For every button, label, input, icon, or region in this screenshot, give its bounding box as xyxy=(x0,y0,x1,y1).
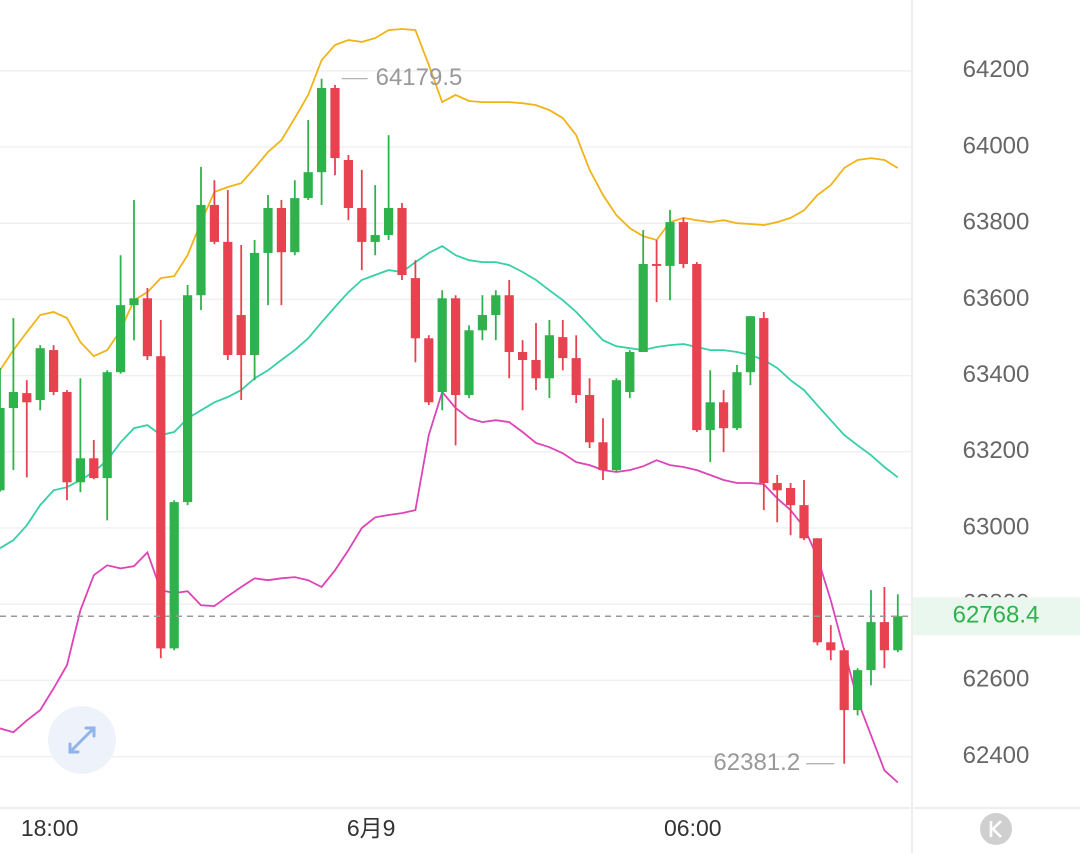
candle-body xyxy=(384,208,394,236)
candle-body xyxy=(223,241,233,356)
x-tick-label: 18:00 xyxy=(21,815,79,841)
x-tick-label: 06:00 xyxy=(664,815,722,841)
expand-button[interactable] xyxy=(48,706,116,774)
plot-area xyxy=(0,28,903,784)
candle-body xyxy=(357,208,367,242)
candle-body xyxy=(625,352,635,392)
candle-body xyxy=(330,88,340,159)
candle-body xyxy=(598,442,608,471)
candle-body xyxy=(585,395,595,443)
candle-body xyxy=(571,358,581,396)
candle-body xyxy=(370,235,380,242)
candle-body xyxy=(317,88,327,173)
candle-body xyxy=(62,392,72,483)
candle-body xyxy=(397,208,407,276)
candle-body xyxy=(451,298,461,396)
candle-body xyxy=(424,338,434,403)
candle-body xyxy=(35,348,45,400)
candle-body xyxy=(826,642,836,651)
last-price-label: 62768.4 xyxy=(953,602,1040,629)
k-button-bg[interactable] xyxy=(980,813,1012,845)
x-tick-label: 6月9 xyxy=(347,815,396,841)
candle-body xyxy=(491,295,501,316)
candle-body xyxy=(437,298,447,392)
y-tick-label: 63800 xyxy=(963,209,1030,236)
candle-body xyxy=(799,505,809,539)
candle-body xyxy=(745,316,755,373)
candle-body xyxy=(290,198,300,253)
candle-body xyxy=(303,172,313,199)
candle-body xyxy=(705,402,715,431)
candle-body xyxy=(0,408,5,491)
candle-body xyxy=(410,278,420,339)
min-label: 62381.2 xyxy=(713,749,800,776)
y-tick-label: 63600 xyxy=(963,285,1030,312)
k-button[interactable] xyxy=(980,813,1012,845)
k-icon[interactable] xyxy=(989,820,1002,838)
candle-body xyxy=(263,208,273,253)
candle-body xyxy=(75,458,85,483)
candle-body xyxy=(719,402,729,429)
candle-body xyxy=(531,360,541,379)
band-line xyxy=(0,28,899,371)
candle-body xyxy=(652,264,662,266)
candle-body xyxy=(879,622,889,651)
candle-body xyxy=(169,502,179,649)
candle-body xyxy=(638,264,648,352)
candle-body xyxy=(89,458,99,479)
candle-body xyxy=(759,318,769,484)
candle-body xyxy=(544,335,554,379)
y-tick-label: 64200 xyxy=(963,56,1030,83)
candle-body xyxy=(49,350,59,392)
candle-body xyxy=(786,488,796,506)
max-label: 64179.5 xyxy=(376,64,463,91)
candle-body xyxy=(665,222,675,266)
candle-body xyxy=(504,295,514,352)
candle-body xyxy=(732,372,742,429)
candle-body xyxy=(866,622,876,671)
candle-body xyxy=(22,393,32,403)
candle-body xyxy=(343,160,353,208)
candle-body xyxy=(276,208,286,253)
candle-body xyxy=(678,222,688,264)
candle-body xyxy=(142,298,152,357)
candle-body xyxy=(692,264,702,431)
band-line xyxy=(0,390,899,784)
candle-body xyxy=(477,315,487,331)
overlay-layer: 6240062600628006300063200634006360063800… xyxy=(0,56,1080,841)
candle-body xyxy=(8,392,18,408)
candle-body xyxy=(812,538,822,643)
candle-body xyxy=(558,337,568,359)
y-tick-label: 63200 xyxy=(963,437,1030,464)
candle-body xyxy=(156,356,166,649)
candle-body xyxy=(236,315,246,356)
candle-body xyxy=(464,330,474,396)
candle-body xyxy=(772,483,782,491)
candle-body xyxy=(893,616,903,651)
expand-icon[interactable] xyxy=(68,726,96,754)
y-tick-label: 63000 xyxy=(963,513,1030,540)
candle-body xyxy=(518,352,528,360)
candle-body xyxy=(209,204,219,242)
y-tick-label: 63400 xyxy=(963,361,1030,388)
candle-body xyxy=(839,650,849,711)
candle-body xyxy=(611,380,621,471)
candle-body xyxy=(116,305,126,373)
candle-body xyxy=(129,298,139,306)
y-tick-label: 62600 xyxy=(963,666,1030,693)
candle-body xyxy=(102,372,112,479)
last-price-bg xyxy=(913,597,1080,636)
candle-body xyxy=(183,295,193,503)
y-tick-label: 64000 xyxy=(963,132,1030,159)
candle-body xyxy=(250,252,260,356)
candle-body xyxy=(196,204,206,296)
y-tick-label: 62400 xyxy=(963,742,1030,769)
candle-body xyxy=(853,670,863,711)
